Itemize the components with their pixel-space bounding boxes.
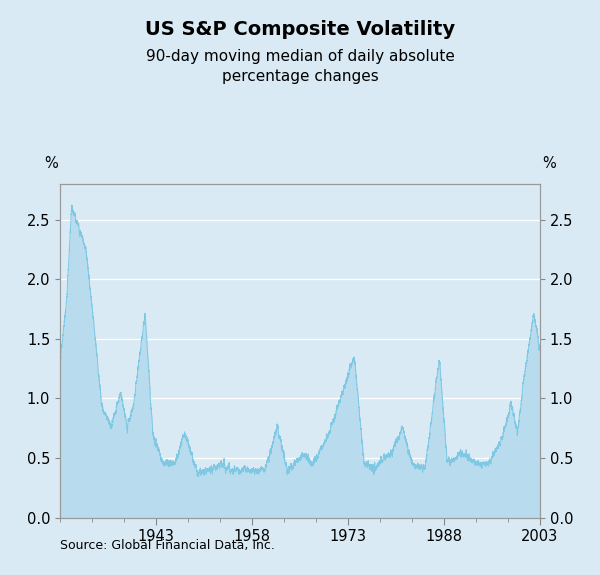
Text: Source: Global Financial Data, Inc.: Source: Global Financial Data, Inc. — [60, 539, 275, 552]
Text: %: % — [542, 156, 556, 171]
Text: US S&P Composite Volatility: US S&P Composite Volatility — [145, 20, 455, 39]
Text: 90-day moving median of daily absolute
percentage changes: 90-day moving median of daily absolute p… — [146, 49, 454, 84]
Text: %: % — [44, 156, 58, 171]
